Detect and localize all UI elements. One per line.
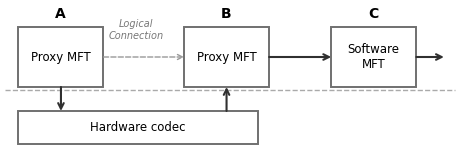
Text: Logical
Connection: Logical Connection: [108, 19, 163, 41]
FancyBboxPatch shape: [184, 27, 269, 87]
Text: Proxy MFT: Proxy MFT: [196, 51, 256, 63]
Text: Software
MFT: Software MFT: [347, 43, 399, 71]
Text: B: B: [220, 6, 231, 21]
Text: A: A: [55, 6, 66, 21]
Text: Hardware codec: Hardware codec: [90, 121, 185, 134]
FancyBboxPatch shape: [330, 27, 415, 87]
Text: C: C: [368, 6, 378, 21]
Text: Proxy MFT: Proxy MFT: [31, 51, 90, 63]
FancyBboxPatch shape: [18, 111, 257, 144]
FancyBboxPatch shape: [18, 27, 103, 87]
